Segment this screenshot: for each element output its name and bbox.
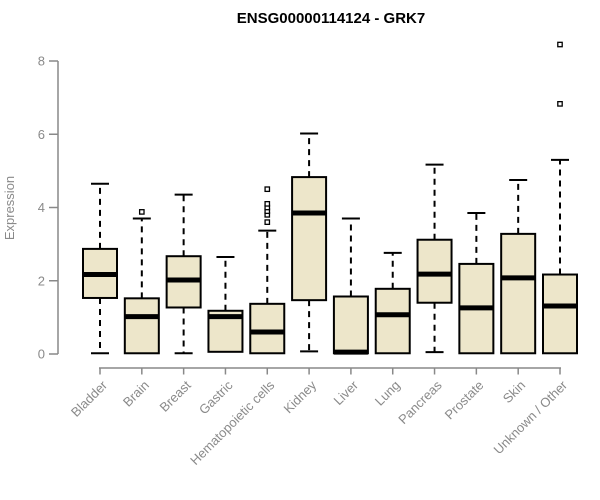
x-tick-label-bladder: Bladder bbox=[68, 377, 111, 420]
x-tick-label-pancreas: Pancreas bbox=[395, 377, 445, 427]
x-tick-label-kidney: Kidney bbox=[280, 377, 319, 416]
iqr-box bbox=[542, 273, 578, 355]
outlier-point bbox=[138, 209, 145, 215]
iqr-box bbox=[374, 287, 411, 355]
box-prostate bbox=[458, 211, 495, 355]
iqr-box bbox=[500, 232, 537, 355]
y-tick-label: 4 bbox=[38, 200, 45, 215]
x-tick-label-lung: Lung bbox=[372, 378, 403, 409]
x-tick-label-gastric: Gastric bbox=[196, 377, 236, 417]
outlier-point bbox=[264, 186, 271, 193]
iqr-box bbox=[249, 302, 286, 355]
chart-title: ENSG00000114124 - GRK7 bbox=[237, 10, 425, 27]
x-tick-label-unknown-other: Unknown / Other bbox=[491, 377, 571, 457]
y-axis: 0 2 4 6 8 bbox=[38, 54, 59, 362]
box-brain bbox=[123, 209, 160, 355]
box-lung bbox=[374, 251, 411, 355]
y-tick-label: 2 bbox=[38, 273, 45, 288]
y-tick-label: 0 bbox=[38, 347, 45, 362]
outlier-point bbox=[264, 200, 271, 207]
box-bladder bbox=[82, 182, 118, 355]
box-breast bbox=[165, 193, 202, 355]
box-skin bbox=[500, 179, 537, 355]
outlier-point bbox=[557, 101, 563, 107]
box-liver bbox=[332, 217, 369, 355]
outlier-point bbox=[557, 41, 563, 48]
x-tick-label-breast: Breast bbox=[157, 377, 194, 414]
y-tick-label: 6 bbox=[38, 127, 45, 142]
iqr-box bbox=[291, 176, 328, 302]
box-unknown-other bbox=[542, 41, 578, 355]
box-kidney bbox=[291, 132, 328, 353]
x-tick-label-brain: Brain bbox=[120, 378, 152, 410]
box-pancreas bbox=[416, 163, 453, 354]
x-tick-label-prostate: Prostate bbox=[442, 378, 487, 423]
outlier-point bbox=[264, 219, 271, 225]
iqr-box bbox=[416, 238, 453, 304]
box-gastric bbox=[207, 255, 244, 353]
iqr-box bbox=[123, 297, 160, 355]
iqr-box bbox=[332, 295, 369, 355]
box-hematopoietic-cells bbox=[249, 186, 286, 355]
y-tick-label: 8 bbox=[38, 54, 45, 69]
y-axis-label: Expression bbox=[2, 176, 17, 240]
x-tick-label-liver: Liver bbox=[330, 377, 361, 408]
boxes-layer bbox=[82, 41, 578, 355]
x-tick-label-skin: Skin bbox=[500, 378, 528, 406]
